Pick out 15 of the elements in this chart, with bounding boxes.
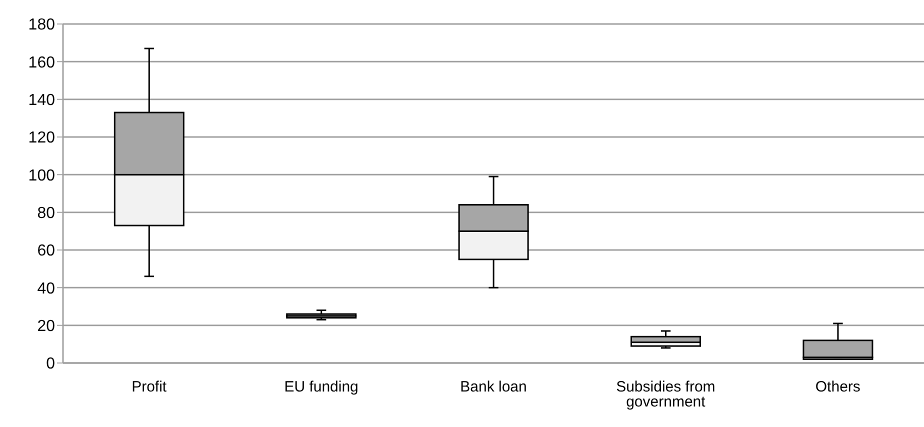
y-tick-label: 140: [28, 92, 56, 110]
y-tick-label: 120: [28, 130, 56, 147]
x-tick-label: Profit: [132, 378, 168, 396]
y-tick-label: 180: [28, 16, 56, 34]
y-tick-label: 60: [37, 242, 56, 260]
x-tick-label: Bank loan: [460, 378, 527, 396]
y-tick-label: 80: [37, 205, 56, 222]
y-tick-label: 40: [37, 280, 56, 298]
y-tick-label: 160: [28, 54, 56, 72]
y-tick-label: 0: [46, 356, 56, 373]
y-tick-label: 100: [28, 167, 56, 184]
x-tick-label: EU funding: [284, 378, 358, 396]
y-tick-label: 20: [37, 318, 56, 336]
x-tick-label: Subsidies from government: [616, 378, 716, 411]
x-tick-label: Others: [815, 378, 860, 396]
